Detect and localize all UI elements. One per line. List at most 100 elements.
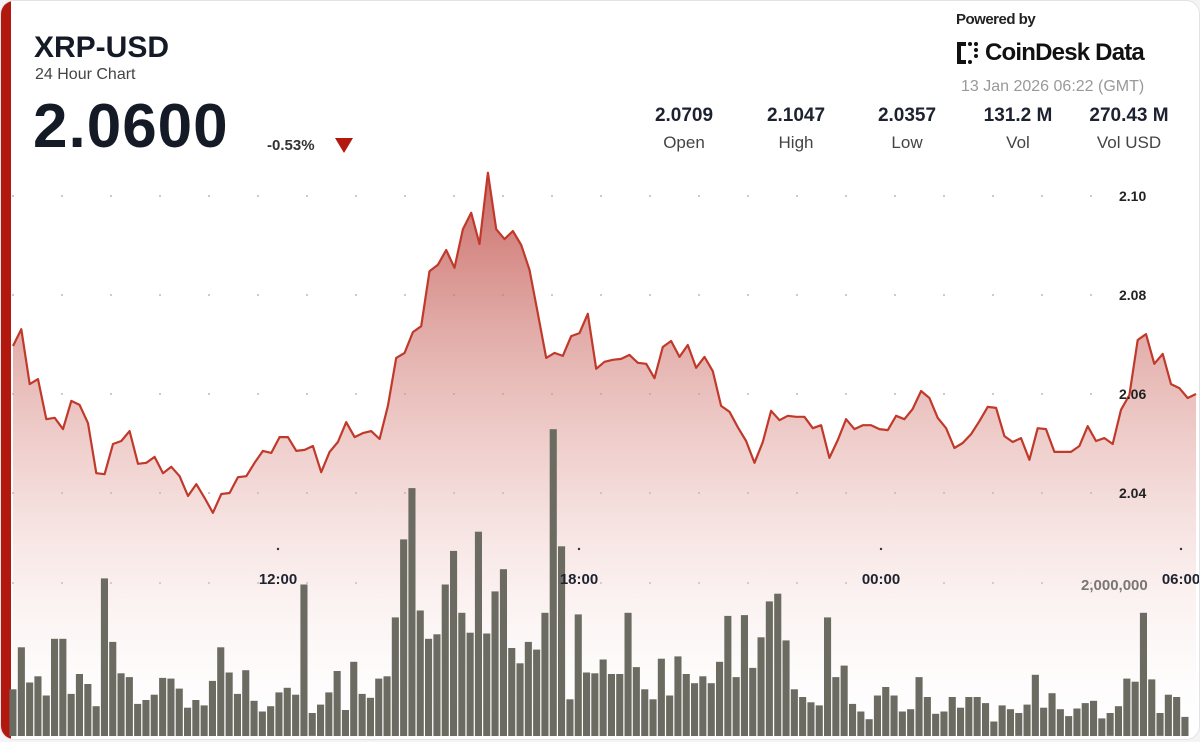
volume-bar (383, 676, 391, 736)
grid-dot (943, 393, 945, 395)
volume-bar (898, 711, 906, 736)
volume-bar (59, 638, 67, 736)
volume-bar (1090, 700, 1098, 736)
volume-bar (815, 705, 823, 736)
volume-bar (1164, 694, 1172, 736)
volume-bar (657, 658, 665, 736)
volume-bar (1006, 709, 1014, 736)
volume-bar (541, 612, 549, 736)
volume-bar (275, 692, 283, 736)
y-tick-label: 2.06 (1119, 386, 1146, 402)
volume-bar (341, 710, 349, 736)
grid-dot (845, 294, 847, 296)
symbol-title: XRP-USD (34, 31, 170, 64)
grid-dot (943, 294, 945, 296)
stat-high: 2.1047 High (741, 105, 851, 153)
volume-bar (416, 610, 424, 736)
volume-bar (175, 688, 183, 736)
volume-bar (549, 429, 557, 736)
volume-bar (1114, 706, 1122, 736)
grid-dot (257, 195, 259, 197)
volume-bar (117, 673, 125, 736)
volume-bar (857, 711, 865, 736)
timestamp: 13 Jan 2026 06:22 (GMT) (961, 78, 1145, 95)
volume-bar (400, 539, 408, 736)
price-change: -0.53% (267, 137, 315, 154)
grid-dot (61, 195, 63, 197)
volume-bar (1023, 704, 1031, 736)
coindesk-logo: CoinDesk Data (955, 39, 1145, 67)
volume-bar (425, 638, 433, 736)
volume-bar (34, 676, 42, 736)
volume-bar (907, 709, 915, 736)
grid-dot (12, 195, 14, 197)
volume-bar (641, 689, 649, 736)
volume-bar (682, 674, 690, 736)
volume-bar (300, 584, 308, 736)
stat-label: High (778, 133, 814, 152)
grid-dot (1090, 294, 1092, 296)
x-tick-mark (577, 547, 581, 551)
volume-bar (1173, 697, 1181, 736)
volume-bar (1081, 703, 1089, 736)
grid-dot (61, 294, 63, 296)
volume-bar (1073, 708, 1081, 736)
powered-by-label: Powered by (956, 11, 1036, 28)
grid-dot (845, 393, 847, 395)
volume-bar (915, 677, 923, 736)
volume-bar (325, 692, 333, 736)
volume-bar (358, 693, 366, 736)
grid-dot (600, 195, 602, 197)
down-arrow-icon (335, 138, 353, 153)
volume-bar (225, 672, 233, 736)
x-tick-mark (276, 547, 280, 551)
volume-bar (632, 667, 640, 736)
volume-bar (824, 617, 832, 736)
volume-bar (674, 656, 682, 736)
volume-bar (92, 706, 100, 736)
grid-dot (306, 195, 308, 197)
volume-bar (9, 689, 17, 736)
volume-bar (599, 659, 607, 736)
volume-bar (1148, 679, 1156, 736)
stat-value: 2.0357 (877, 105, 937, 126)
grid-dot (208, 492, 210, 494)
x-tick-label: 12:00 (259, 571, 297, 588)
volume-bar (607, 674, 615, 736)
stat-label: Vol USD (1096, 133, 1162, 152)
grid-dot (502, 195, 504, 197)
volume-bar (317, 704, 325, 736)
volume-bar (167, 678, 175, 736)
grid-dot (110, 294, 112, 296)
grid-dot (61, 393, 63, 395)
grid-dot (355, 393, 357, 395)
volume-bar (42, 695, 50, 736)
stat-value: 2.0709 (654, 105, 714, 126)
grid-dot (453, 195, 455, 197)
chart-subtitle: 24 Hour Chart (35, 66, 136, 83)
volume-bar (691, 683, 699, 736)
price-line (12, 171, 1197, 514)
stat-vol: 131.2 M Vol (963, 105, 1073, 153)
grid-dot (355, 195, 357, 197)
volume-bar (558, 546, 566, 736)
y-tick-label: 2.08 (1119, 287, 1146, 303)
price-area (13, 172, 1196, 736)
volume-bar (932, 713, 940, 736)
grid-dot (894, 294, 896, 296)
volume-bar (807, 702, 815, 736)
stat-label: Low (891, 133, 923, 152)
volume-bar (948, 697, 956, 736)
stat-low: 2.0357 Low (852, 105, 962, 153)
grid-dot (894, 195, 896, 197)
volume-bar (134, 703, 142, 736)
volume-bar (100, 578, 108, 736)
x-tick-label: 00:00 (862, 571, 900, 588)
volume-bar (466, 632, 474, 736)
volume-bar (782, 640, 790, 736)
volume-bar (267, 706, 275, 736)
stat-open: 2.0709 Open (629, 105, 739, 153)
volume-bar (882, 687, 890, 736)
grid-dot (110, 393, 112, 395)
